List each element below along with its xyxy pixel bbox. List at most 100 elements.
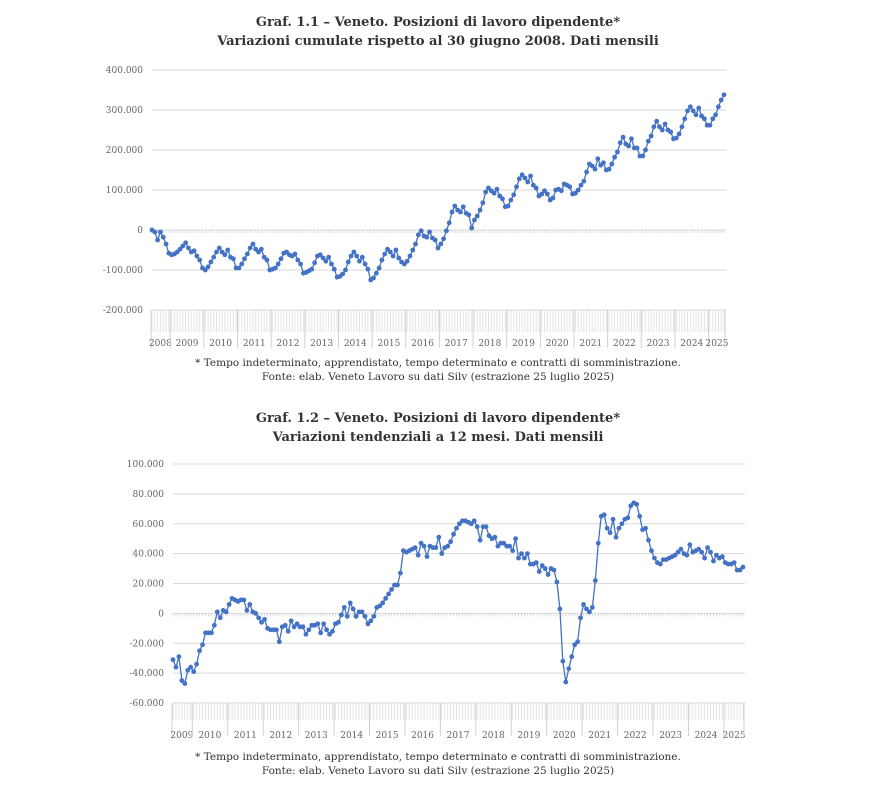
chart1-data-point	[211, 254, 217, 260]
chart2-data-point	[170, 657, 176, 663]
chart1-data-point	[449, 209, 455, 215]
chart1-data-point	[357, 258, 362, 264]
chart2-data-point	[516, 555, 521, 561]
chart1-data-point	[575, 187, 581, 193]
chart2-data-point	[607, 530, 613, 536]
chart1-data-point	[446, 220, 452, 226]
chart2-data-point	[687, 542, 693, 548]
chart1-data-point	[668, 129, 674, 135]
chart1-data-point	[519, 172, 525, 178]
chart1-data-point	[191, 248, 197, 254]
chart2-data-point	[321, 621, 327, 627]
chart2-data-point	[714, 552, 719, 558]
chart1-footnote: * Tempo indeterminato, apprendistato, te…	[195, 357, 681, 369]
chart1-data-point	[578, 182, 584, 188]
chart1-data-point	[657, 124, 662, 130]
chart2-title-line1: Graf. 1.2 – Veneto. Posizioni di lavoro …	[255, 411, 621, 426]
chart1-year-label: 2015	[377, 339, 400, 349]
chart2-data-point	[371, 613, 377, 619]
chart2-data-point	[383, 596, 389, 601]
chart2-data-point	[457, 521, 462, 527]
chart2-data-point	[194, 661, 200, 667]
chart1-data-point	[612, 154, 618, 160]
chart1-data-point	[645, 138, 651, 144]
chart1-year-label: 2009	[176, 339, 199, 349]
chart1-data-point	[606, 166, 612, 172]
chart2-source: Fonte: elab. Veneto Lavoro su dati Silv …	[261, 765, 615, 777]
chart2-data-point	[300, 624, 306, 630]
chart1-data-point	[615, 149, 620, 155]
chart1-data-point	[244, 251, 250, 257]
chart2-year-label: 2014	[340, 731, 363, 741]
chart2-data-point	[226, 602, 232, 607]
chart1-data-point	[601, 160, 606, 166]
chart1-data-point	[500, 196, 505, 202]
chart2-data-point	[572, 642, 578, 648]
chart2-data-point	[471, 518, 477, 524]
chart2-year-label: 2012	[269, 731, 292, 741]
chart1-data-point	[710, 116, 716, 122]
chart1-data-point	[651, 124, 657, 130]
chart2-data-point	[454, 525, 459, 531]
chart1-year-label: 2010	[209, 339, 232, 349]
chart2-year-label: 2016	[411, 731, 434, 741]
chart2-data-point	[560, 658, 566, 664]
chart1-data-point	[194, 253, 200, 259]
chart2-data-point	[353, 613, 359, 619]
chart2-data-point	[557, 606, 563, 612]
chart2-data-point	[421, 543, 427, 549]
chart2-data-point	[616, 525, 622, 531]
chart1-data-point	[721, 92, 727, 98]
chart2-ytick-label: -60.000	[129, 699, 164, 709]
chart2-data-point	[315, 621, 321, 627]
chart2-data-point	[554, 579, 560, 585]
chart2-data-point	[702, 555, 708, 561]
chart2-data-point	[566, 666, 572, 672]
chart1-year-label: 2008	[149, 339, 172, 349]
chart2-data-point	[415, 552, 421, 558]
chart2-data-point	[368, 618, 374, 624]
chart1-data-point	[427, 229, 432, 235]
chart2-data-point	[182, 681, 188, 686]
chart1-data-point	[396, 255, 402, 261]
chart2-data-point	[273, 627, 279, 633]
chart1-data-point	[460, 204, 466, 210]
chart2-data-point	[424, 554, 430, 560]
chart1-ytick-label: 200.000	[106, 146, 143, 156]
chart2-ytick-label: 0	[158, 609, 164, 619]
chart1-data-point	[558, 188, 564, 194]
chart2-ytick-label: -20.000	[129, 639, 164, 649]
chart2-data-point	[386, 591, 391, 597]
chart2-ytick-label: 40.000	[133, 550, 165, 560]
chart2-data-point	[247, 602, 253, 607]
chart1-data-point	[345, 259, 351, 265]
chart1-year-label: 2025	[706, 339, 729, 349]
chart1-data-point	[410, 247, 416, 253]
chart1-data-point	[620, 134, 626, 140]
chart1-data-point	[539, 191, 545, 197]
chart2-data-point	[474, 524, 480, 530]
chart1-data-point	[222, 252, 228, 258]
chart1-data-point	[584, 169, 590, 175]
chart1-data-point	[407, 253, 413, 259]
chart1-data-point	[516, 176, 522, 182]
chart1-data-point	[208, 259, 214, 265]
chart2-year-label: 2013	[305, 731, 328, 741]
chart2-data-point	[536, 569, 542, 574]
chart2-data-point	[214, 609, 220, 615]
chart2-data-point	[719, 554, 725, 560]
chart2-data-point	[291, 624, 297, 630]
chart2-data-point	[678, 546, 684, 552]
chart1-data-point	[323, 258, 329, 264]
chart1-data-point	[480, 200, 486, 206]
chart2-data-point	[377, 603, 383, 609]
chart1-ytick-label: 400.000	[106, 66, 143, 76]
chart2-data-point	[584, 606, 589, 612]
chart2-data-point	[657, 561, 663, 567]
chart1-data-point	[359, 254, 365, 260]
chart2-data-point	[501, 540, 507, 546]
chart2-data-point	[350, 606, 356, 612]
chart1-data-point	[682, 116, 688, 122]
chart2-data-point	[507, 543, 513, 549]
chart1-data-point	[505, 203, 511, 209]
